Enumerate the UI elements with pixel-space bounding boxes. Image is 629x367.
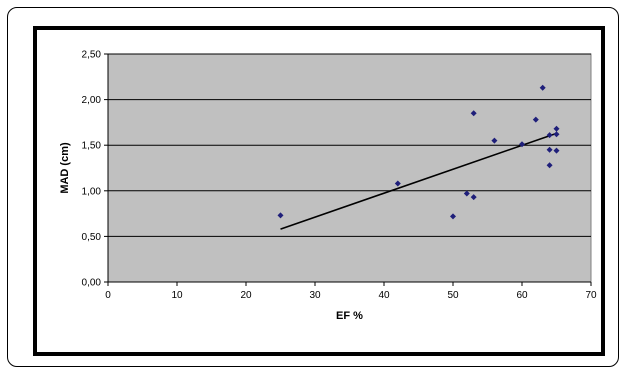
scatter-chart: 0,000,501,001,502,002,500 10 20 30 40 50 60 70 …	[59, 50, 597, 323]
data-point	[470, 110, 477, 117]
y-tick-label: 1,00	[82, 186, 102, 197]
x-tick-label: 0	[105, 290, 111, 301]
data-point	[553, 147, 560, 154]
x-tick-label: 50	[447, 290, 459, 301]
gridlines	[108, 53, 591, 237]
data-point	[394, 180, 401, 187]
trendline	[280, 132, 557, 230]
data-point	[519, 141, 525, 148]
x-tick-label: 20	[240, 290, 252, 301]
y-tick-label: 2,50	[82, 50, 102, 61]
data-point	[277, 212, 284, 219]
x-tick-label: 30	[309, 290, 321, 301]
x-tick-label: 70	[585, 290, 597, 301]
data-point	[546, 162, 553, 169]
x-tick-label: 10	[171, 290, 183, 301]
data-point	[546, 132, 553, 139]
data-point	[532, 116, 539, 123]
x-tick-label: 60	[516, 290, 528, 301]
data-points	[277, 84, 560, 220]
y-tick-label: 0,00	[82, 278, 102, 289]
data-point	[539, 84, 546, 91]
data-point	[553, 131, 560, 138]
data-point	[491, 137, 498, 144]
data-point	[470, 194, 477, 201]
data-point	[463, 190, 470, 197]
x-axis-title: EF %	[336, 310, 363, 322]
data-point	[553, 125, 560, 132]
trendline-group	[280, 132, 557, 230]
x-tick-label: 40	[378, 290, 390, 301]
plot-background	[107, 53, 592, 283]
axes: 0,00 0,50 1,00 1,50 2,00 2,50 0 10 20 30 40 50 60 70	[82, 50, 597, 302]
y-tick-label: 0,50	[82, 232, 102, 243]
data-point	[546, 146, 553, 153]
y-tick-label: 2,00	[82, 95, 102, 106]
y-tick-label: 1,50	[82, 141, 102, 152]
data-point	[450, 213, 456, 220]
y-axis-title: MAD (cm)	[59, 142, 71, 194]
